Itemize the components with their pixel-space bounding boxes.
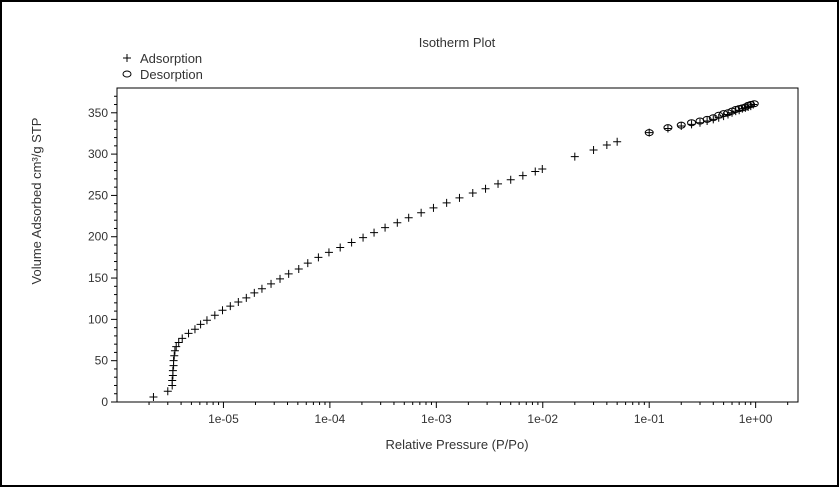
y-tick-label: 250 [88,188,108,202]
adsorption-point [687,120,696,129]
adsorption-point [429,203,438,212]
adsorption-point [602,141,611,150]
legend-item-desorption: Desorption [122,67,203,82]
x-axis-title: Relative Pressure (P/Po) [385,437,528,452]
y-tick-label: 150 [88,271,108,285]
x-tick-label: 1e-01 [634,412,665,426]
desorption-point [695,117,705,125]
adsorption-point [370,228,379,237]
adsorption-point [169,356,178,365]
adsorption-point [168,366,177,375]
adsorption-point [709,115,718,124]
desorption-point [723,109,733,117]
adsorption-point [381,223,390,232]
adsorption-point [174,338,183,347]
y-tick-label: 50 [95,354,109,368]
adsorption-point [589,145,598,154]
adsorption-point [149,393,158,402]
adsorption-point [294,264,303,273]
adsorption-point [303,259,312,268]
x-tick-label: 1e-04 [315,412,346,426]
adsorption-point [170,346,179,355]
adsorption-point [468,188,477,197]
desorption-point [708,114,718,122]
desorption-point [719,110,729,118]
adsorption-point [284,269,293,278]
x-tick-label: 1e+00 [739,412,773,426]
adsorption-point [218,306,227,315]
adsorption-point [163,387,172,396]
legend-plus-marker [123,54,131,62]
y-axis-title: Volume Adsorbed cm³/g STP [29,118,44,285]
adsorption-point [613,137,622,146]
y-tick-label: 350 [88,106,108,120]
adsorption-point [202,316,211,325]
adsorption-point [226,302,235,311]
adsorption-point [531,167,540,176]
adsorption-point [324,248,333,257]
x-tick-label: 1e-02 [527,412,558,426]
adsorption-point [184,329,193,338]
x-tick-label: 1e-03 [421,412,452,426]
legend-item-adsorption: Adsorption [123,51,202,66]
adsorption-point [257,284,266,293]
adsorption-point [570,152,579,161]
adsorption-point [336,243,345,252]
y-tick-label: 300 [88,147,108,161]
adsorption-point [210,311,219,320]
y-tick-label: 0 [101,395,108,409]
adsorption-point [190,325,199,334]
x-axis: 1e-05 1e-04 1e-03 1e-02 1e-01 1e+00 [148,402,789,426]
adsorption-point [234,298,243,307]
adsorption-point [417,208,426,217]
adsorption-point [393,218,402,227]
adsorption-point [538,164,547,173]
adsorption-point [494,179,503,188]
desorption-point [676,121,686,129]
legend-label: Desorption [140,67,203,82]
adsorption-point [455,193,464,202]
desorption-point [687,119,697,127]
adsorption-point [250,288,259,297]
adsorption-point [267,279,276,288]
desorption-point [644,129,654,137]
adsorption-point [347,238,356,247]
legend-label: Adsorption [140,51,202,66]
adsorption-point [178,334,187,343]
chart-title: Isotherm Plot [419,35,496,50]
adsorption-point [170,351,179,360]
plot-area [116,87,799,403]
data-points [149,100,759,402]
adsorption-point [242,293,251,302]
adsorption-point [404,213,413,222]
desorption-point [663,124,673,132]
series-desorption [644,100,759,137]
y-tick-label: 200 [88,230,108,244]
legend-circle-marker [122,70,132,78]
y-tick-label: 100 [88,312,108,326]
adsorption-point [314,253,323,262]
adsorption-point [168,376,177,385]
adsorption-point [172,342,181,351]
x-tick-label: 1e-05 [208,412,239,426]
adsorption-point [695,118,704,127]
adsorption-point [359,233,368,242]
adsorption-point [196,320,205,329]
adsorption-point [481,184,490,193]
adsorption-point [518,171,527,180]
adsorption-point [506,175,515,184]
series-adsorption [149,100,758,402]
y-axis: 0 50 100 150 200 250 300 350 [88,95,117,409]
adsorption-point [442,198,451,207]
adsorption-point [276,274,285,283]
